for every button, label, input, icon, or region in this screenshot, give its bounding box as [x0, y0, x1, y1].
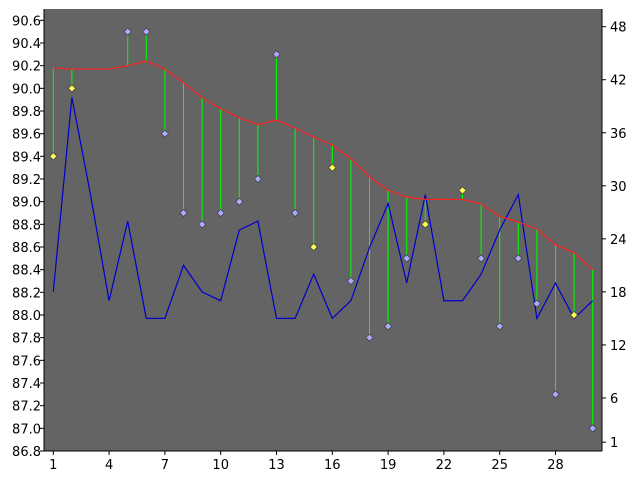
y-tick-label: 87.2: [12, 400, 41, 415]
data-point: [309, 242, 318, 252]
y-tick-label: 48: [610, 21, 627, 36]
y-tick-label: 87.0: [12, 422, 41, 437]
data-point: [198, 220, 207, 229]
data-point: [570, 310, 579, 320]
y-tick-label: 87.6: [12, 354, 41, 369]
data-point: [160, 129, 169, 138]
y-tick-label: 87.4: [12, 377, 41, 392]
data-point: [235, 197, 244, 206]
y-tick-label: 88.6: [12, 241, 41, 256]
data-point: [495, 322, 504, 331]
series-2-line: [52, 97, 594, 321]
data-point: [532, 299, 541, 308]
series-line: [52, 97, 594, 321]
y-tick-label: 89.6: [12, 128, 41, 143]
series-0-points: [49, 27, 597, 433]
data-point: [477, 254, 486, 263]
data-point: [216, 208, 225, 218]
y-tick-label: 88.2: [12, 286, 41, 301]
y-tick-label: 18: [610, 286, 627, 301]
series-1-line: [53, 60, 594, 271]
x-tick-label: 25: [491, 458, 508, 473]
data-point: [514, 254, 523, 263]
data-point: [291, 208, 300, 218]
y-tick-label: 12: [610, 339, 627, 354]
data-point: [458, 186, 467, 195]
data-point: [253, 174, 262, 184]
series-line: [53, 60, 594, 271]
data-point: [49, 152, 58, 161]
data-point: [346, 276, 355, 286]
y-tick-label: 89.2: [12, 173, 41, 188]
y-tick-label: 24: [610, 233, 627, 248]
y-tick-label: 87.8: [12, 332, 41, 347]
drop-lines: [52, 31, 594, 429]
data-point: [551, 390, 560, 399]
y-tick-label: 88.4: [12, 264, 41, 279]
y-ticks-right: 1 6 12 18 24 30 36 42 48: [602, 21, 627, 451]
data-point: [328, 163, 337, 172]
y-tick-label: 90.0: [12, 82, 41, 97]
data-point: [421, 220, 430, 229]
y-tick-label: 90.6: [12, 14, 41, 29]
x-tick-label: 22: [436, 458, 453, 473]
data-point: [142, 27, 151, 36]
y-tick-label: 36: [610, 127, 627, 142]
x-tick-label: 10: [212, 458, 229, 473]
y-ticks-left: 86.8 87.0 87.2 87.4 87.6 87.8 88.0 88.2 88.4 88.6…: [12, 14, 44, 460]
data-point: [588, 424, 597, 433]
x-tick-label: 4: [105, 458, 113, 473]
data-point: [272, 50, 281, 59]
y-tick-label: 89.8: [12, 105, 41, 120]
y-tick-label: 89.0: [12, 196, 41, 211]
data-point: [402, 254, 411, 263]
x-tick-label: 7: [161, 458, 169, 473]
y-tick-label: 90.2: [12, 60, 41, 75]
y-tick-label: 6: [610, 392, 618, 407]
y-tick-label: 1: [610, 436, 618, 451]
data-point: [384, 322, 393, 331]
x-tick-label: 16: [324, 458, 341, 473]
x-tick-label: 1: [49, 458, 57, 473]
y-tick-label: 88.8: [12, 218, 41, 233]
y-tick-label: 89.4: [12, 150, 41, 165]
x-ticks: 1 4 7 10 13 16 19 22 25 28: [49, 451, 564, 473]
x-tick-label: 19: [380, 458, 397, 473]
data-point: [365, 333, 374, 342]
x-tick-label: 28: [547, 458, 564, 473]
data-point: [123, 27, 132, 36]
plot-area: [44, 9, 602, 451]
x-tick-label: 13: [268, 458, 285, 473]
y-tick-label: 30: [610, 180, 627, 195]
data-point: [67, 84, 76, 93]
y-tick-label: 90.4: [12, 37, 41, 52]
y-tick-label: 86.8: [12, 445, 41, 460]
y-tick-label: 42: [610, 74, 627, 89]
data-point: [179, 208, 188, 218]
y-tick-label: 88.0: [12, 309, 41, 324]
